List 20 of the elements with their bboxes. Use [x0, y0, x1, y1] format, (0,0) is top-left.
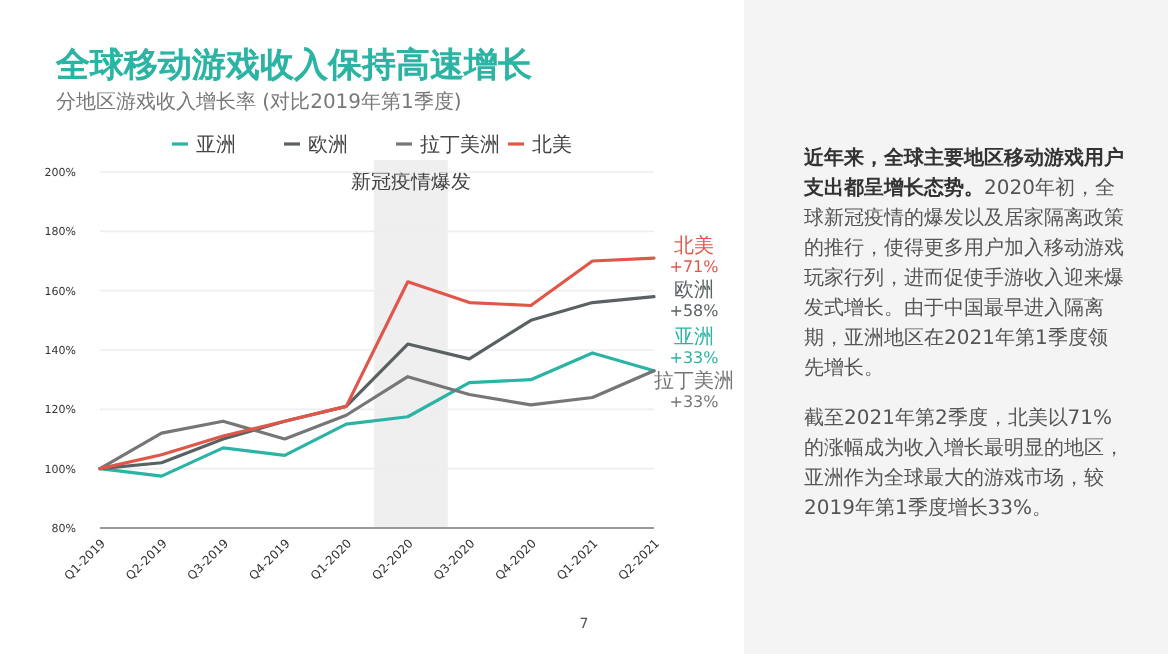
annotation: +71% [669, 258, 720, 277]
text: 截至2021年第2季度，北美以71%的涨幅成为收入增长最明显的地区，亚洲作为全球最大的游戏市场，较2019年第1季度增长33%。 [804, 405, 1124, 524]
legend-label: 亚洲 [196, 133, 236, 157]
line-series [98, 256, 656, 471]
legend-label: 拉丁美洲 [420, 133, 500, 157]
annotation: +58% [669, 302, 720, 321]
text: 北美 [674, 236, 714, 259]
annotation: +33% [669, 348, 720, 367]
line-series [98, 351, 656, 478]
text: 拉丁美洲 [654, 370, 734, 393]
text: 亚洲 [674, 326, 714, 349]
text: 欧洲 [674, 280, 714, 303]
line-series [98, 369, 656, 471]
legend-label: 北美 [532, 133, 572, 157]
band-label: 新冠疫情爆发 [350, 170, 471, 194]
legend-label: 欧洲 [308, 133, 348, 157]
chart-subtitle: 分地区游戏收入增长率 (对比2019年第1季度) [56, 90, 462, 114]
chart-title: 全球移动游戏收入保持高速增长 [54, 46, 534, 86]
text: 近年来，全球主要地区移动游戏用户支出都呈增长态势。2020年初，全球新冠疫情的爆发以及居家隔离政策的推行，使得更多用户加入移动游戏玩家行列，进而促使手游收入迎来爆发式增长。由于中国最早进入隔离期，亚洲地区在2021年第1季度领先增长。 [804, 148, 1124, 380]
annotation: +33% [669, 392, 720, 411]
